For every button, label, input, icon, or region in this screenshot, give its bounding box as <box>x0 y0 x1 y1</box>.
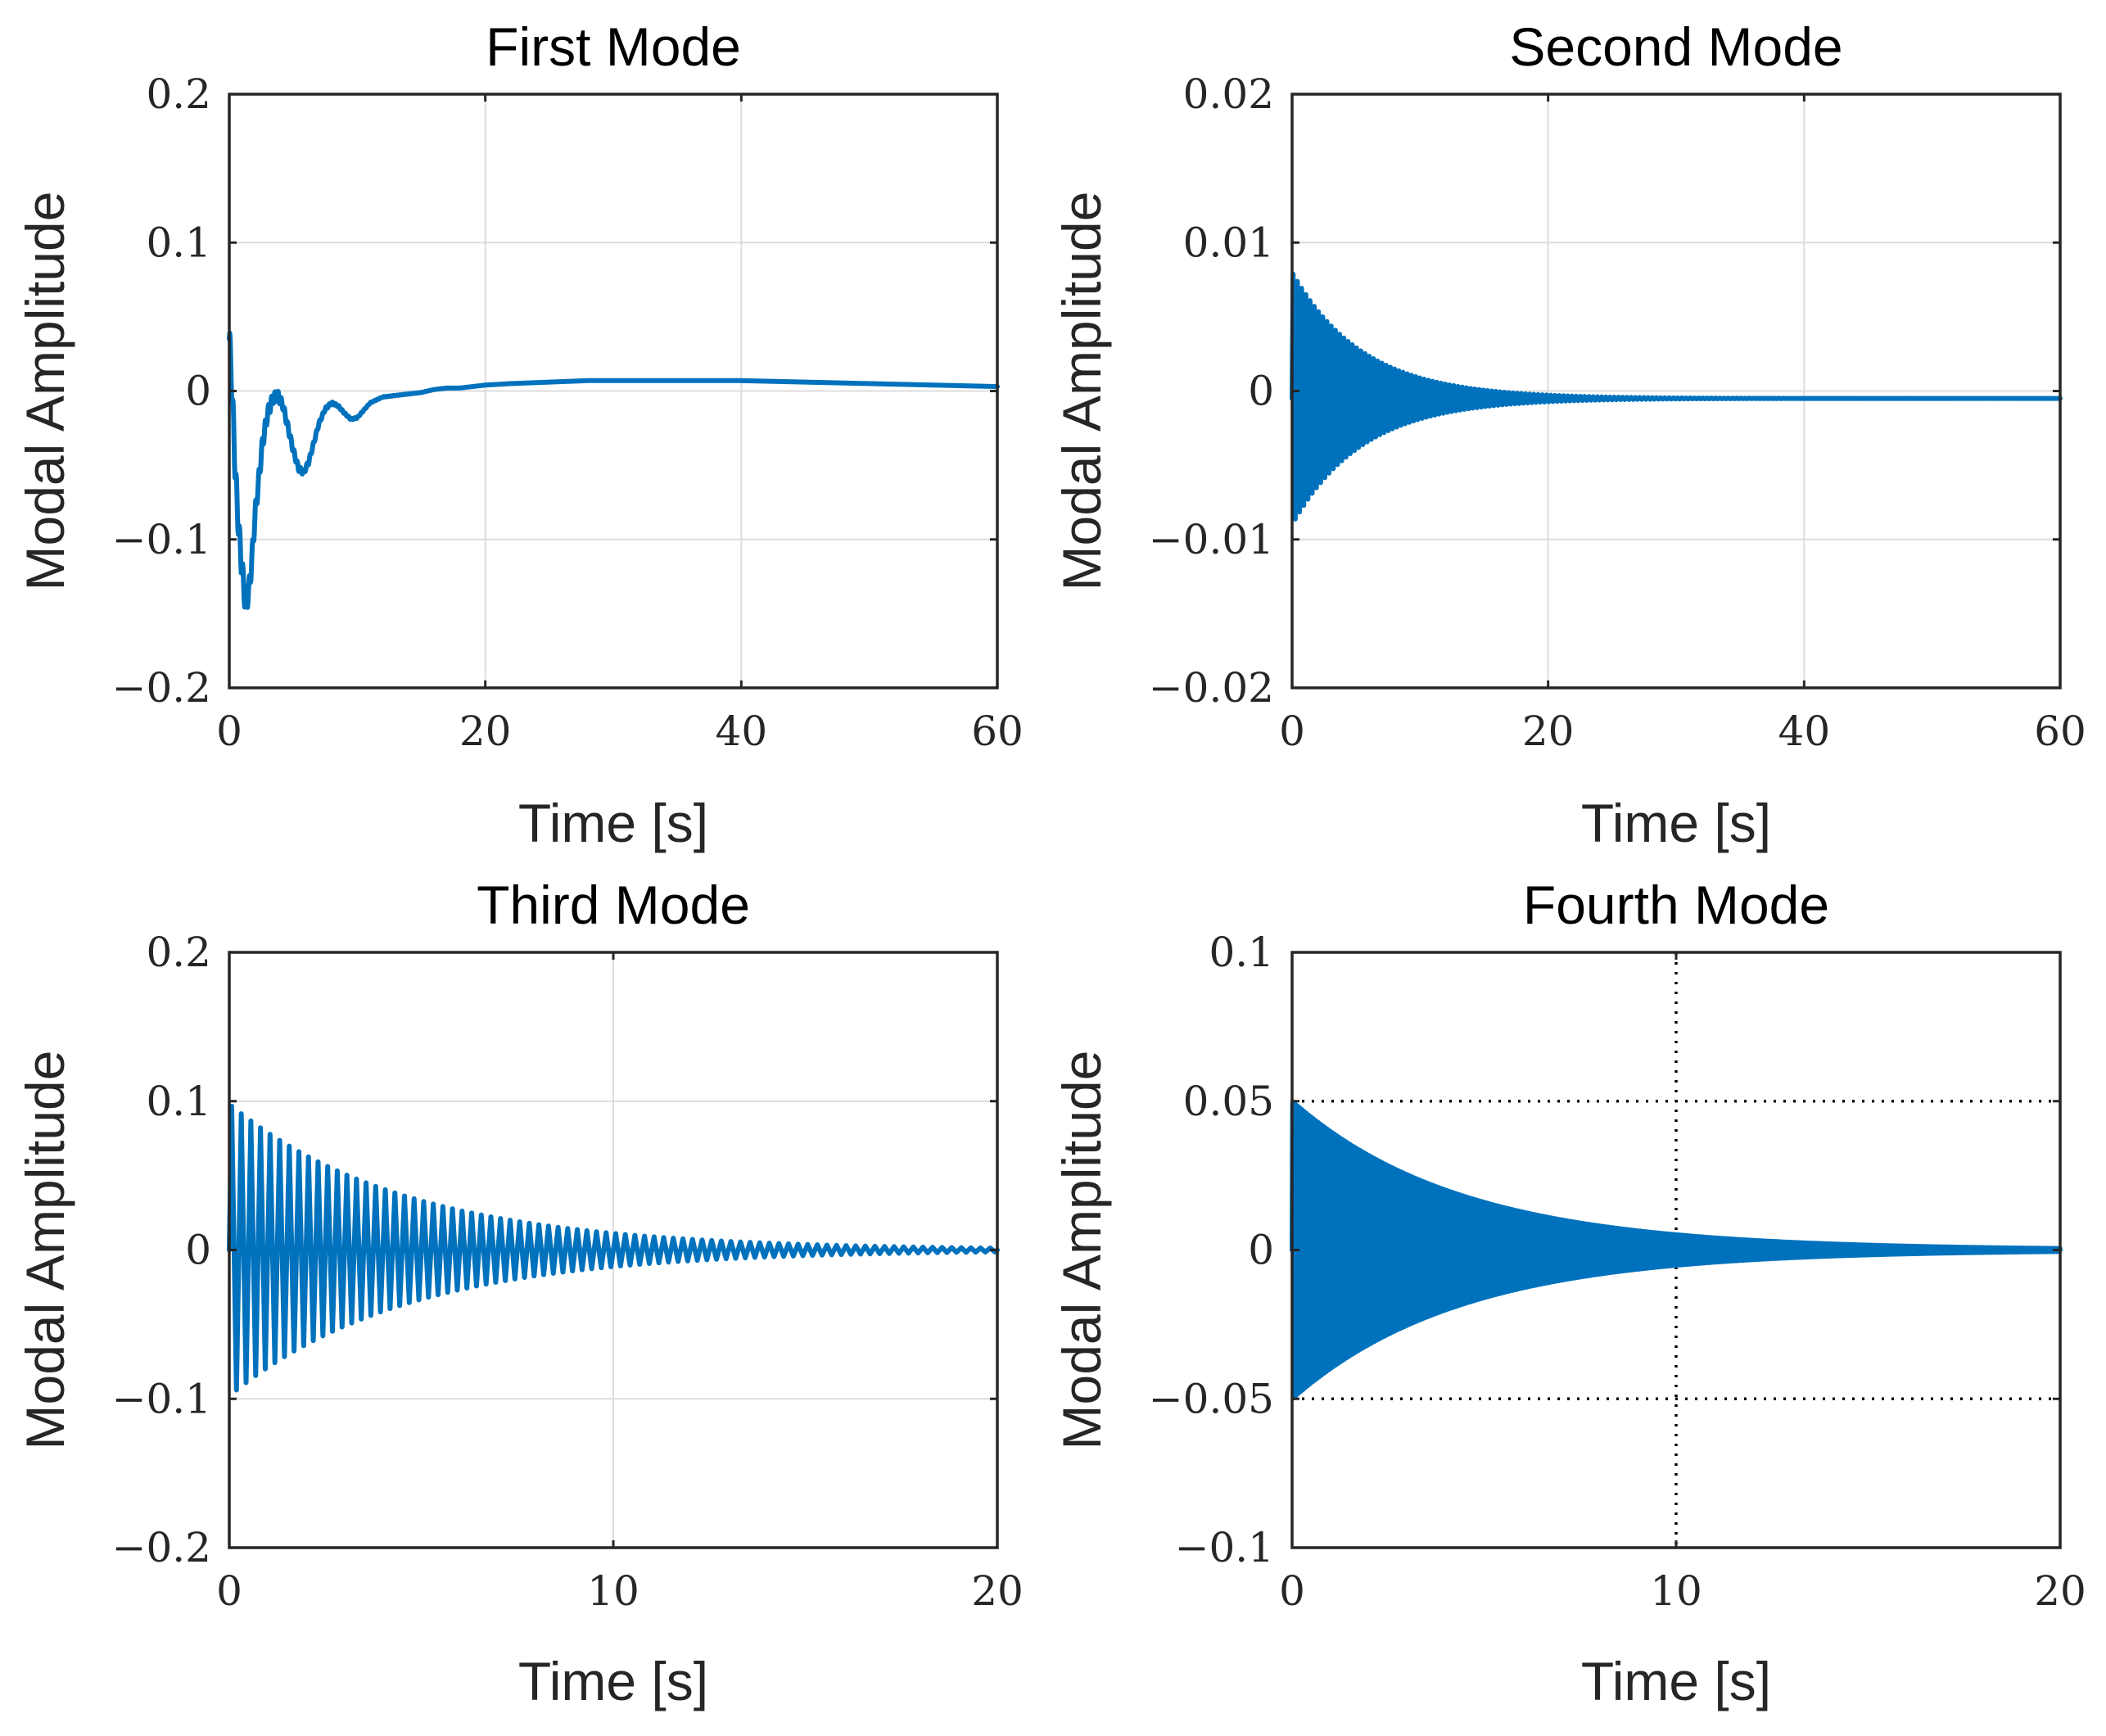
y-tick-label: −0.01 <box>1149 516 1274 563</box>
y-axis-label: Modal Amplitude <box>15 192 75 591</box>
y-tick-label: 0.02 <box>1183 70 1274 118</box>
y-tick-label: 0 <box>1248 1227 1274 1274</box>
x-tick-label: 60 <box>2034 708 2086 755</box>
y-axis-label: Modal Amplitude <box>1051 1051 1112 1450</box>
y-tick-label: −0.2 <box>112 1524 211 1571</box>
subplot-second-mode: 0 20 40 60 −0.02 −0.01 0 0.01 0.02 Second Mode T… <box>1051 16 2086 853</box>
y-tick-label: 0.1 <box>146 219 211 266</box>
x-tick-label: 20 <box>459 708 512 755</box>
x-axis-label: Time [s] <box>518 793 708 853</box>
y-tick-label: 0 <box>1248 368 1274 415</box>
y-tick-label: 0.1 <box>1209 929 1274 976</box>
plot-title: Third Mode <box>477 875 750 935</box>
y-tick-label: 0.2 <box>146 929 211 976</box>
y-tick-label: 0.05 <box>1183 1078 1274 1125</box>
x-tick-label: 20 <box>971 1567 1024 1615</box>
y-tick-label: −0.2 <box>112 664 211 712</box>
plot-title: Fourth Mode <box>1523 875 1829 935</box>
y-tick-label: −0.1 <box>112 516 211 563</box>
subplot-third-mode: 0 10 20 −0.2 −0.1 0 0.1 0.2 Third Mode Time [s]… <box>15 875 1024 1711</box>
series-line <box>1290 271 2063 522</box>
y-tick-label: 0 <box>185 1227 211 1274</box>
x-tick-label: 10 <box>587 1567 639 1615</box>
x-tick-label: 0 <box>1279 1567 1305 1615</box>
y-tick-label: −0.1 <box>1175 1524 1274 1571</box>
y-tick-label: −0.05 <box>1149 1375 1274 1422</box>
y-tick-label: 0.2 <box>146 70 211 118</box>
y-axis-label: Modal Amplitude <box>1051 192 1112 591</box>
x-axis-label: Time [s] <box>1581 793 1771 853</box>
x-tick-label: 0 <box>216 708 242 755</box>
x-tick-label: 40 <box>1778 708 1831 755</box>
x-tick-label: 20 <box>2034 1567 2086 1615</box>
y-tick-label: 0 <box>185 368 211 415</box>
plot-title: First Mode <box>486 16 741 77</box>
x-tick-label: 0 <box>1279 708 1305 755</box>
subplot-fourth-mode: 0 10 20 −0.1 −0.05 0 0.05 0.1 Fourth Mode Time … <box>1051 875 2086 1711</box>
y-axis-label: Modal Amplitude <box>15 1051 75 1450</box>
y-tick-label: −0.02 <box>1149 664 1274 712</box>
x-tick-label: 60 <box>971 708 1024 755</box>
x-axis-label: Time [s] <box>518 1651 708 1711</box>
y-tick-label: 0.01 <box>1183 219 1274 266</box>
x-tick-label: 20 <box>1522 708 1575 755</box>
series-line <box>227 330 1000 610</box>
x-axis-label: Time [s] <box>1581 1651 1771 1711</box>
plot-title: Second Mode <box>1509 16 1842 77</box>
series-line <box>227 1103 1000 1393</box>
x-tick-label: 0 <box>216 1567 242 1615</box>
series-line <box>1290 1099 2063 1400</box>
x-tick-label: 10 <box>1650 1567 1702 1615</box>
subplot-first-mode: 0 20 40 60 −0.2 −0.1 0 0.1 0.2 First Mode Time [… <box>15 16 1024 853</box>
y-tick-label: −0.1 <box>112 1375 211 1422</box>
x-tick-label: 40 <box>716 708 768 755</box>
y-tick-label: 0.1 <box>146 1078 211 1125</box>
